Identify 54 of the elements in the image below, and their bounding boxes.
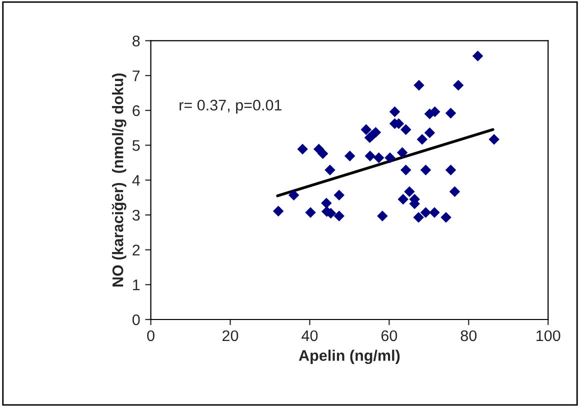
- point: [360, 124, 372, 135]
- point: [404, 186, 415, 197]
- point: [398, 194, 408, 205]
- point: [414, 80, 424, 91]
- point: [305, 207, 316, 218]
- point: [445, 108, 456, 119]
- point: [373, 152, 384, 164]
- y-tick-label: 6: [132, 105, 140, 116]
- y-axis-title: NO (karaciğer) (nmol/g doku): [112, 73, 126, 286]
- point: [472, 50, 484, 62]
- point: [445, 164, 456, 176]
- point: [297, 144, 308, 154]
- point: [370, 126, 382, 138]
- point: [440, 212, 452, 223]
- y-tick-label: 8: [132, 36, 140, 46]
- point: [317, 148, 328, 159]
- point: [288, 190, 300, 200]
- point: [420, 164, 432, 176]
- point: [344, 150, 356, 162]
- point: [400, 124, 412, 135]
- y-tick-label: 7: [132, 70, 140, 82]
- annotation: r= 0.37, p=0.01: [180, 100, 282, 114]
- point: [488, 134, 500, 145]
- y-tick-label: 2: [132, 244, 140, 256]
- point: [364, 150, 376, 162]
- x-tick-label: 80: [460, 330, 477, 342]
- point: [452, 80, 464, 91]
- point: [321, 198, 332, 208]
- y-tick-label: 3: [132, 210, 140, 221]
- point: [377, 210, 388, 222]
- y-tick-label: 4: [132, 175, 140, 186]
- point: [416, 134, 428, 145]
- y-tick-label: 1: [133, 280, 140, 290]
- point: [272, 206, 284, 216]
- point: [424, 127, 436, 138]
- point: [420, 207, 432, 218]
- point: [396, 147, 408, 158]
- point: [334, 190, 344, 200]
- point: [400, 164, 412, 176]
- point: [429, 207, 440, 218]
- x-tick-label: 0: [147, 330, 154, 342]
- point: [389, 106, 400, 118]
- x-axis-title: Apelin (ng/ml): [298, 350, 400, 364]
- point: [334, 210, 344, 222]
- point: [384, 152, 396, 164]
- x-tick-label: 100: [536, 330, 560, 342]
- y-tick-label: 5: [132, 140, 140, 151]
- point: [449, 186, 460, 197]
- y-tick-label: 0: [132, 314, 140, 326]
- point: [413, 212, 424, 223]
- point: [324, 164, 336, 176]
- x-tick-label: 20: [222, 330, 238, 342]
- x-tick-label: 40: [302, 330, 318, 342]
- x-tick-label: 60: [381, 330, 398, 342]
